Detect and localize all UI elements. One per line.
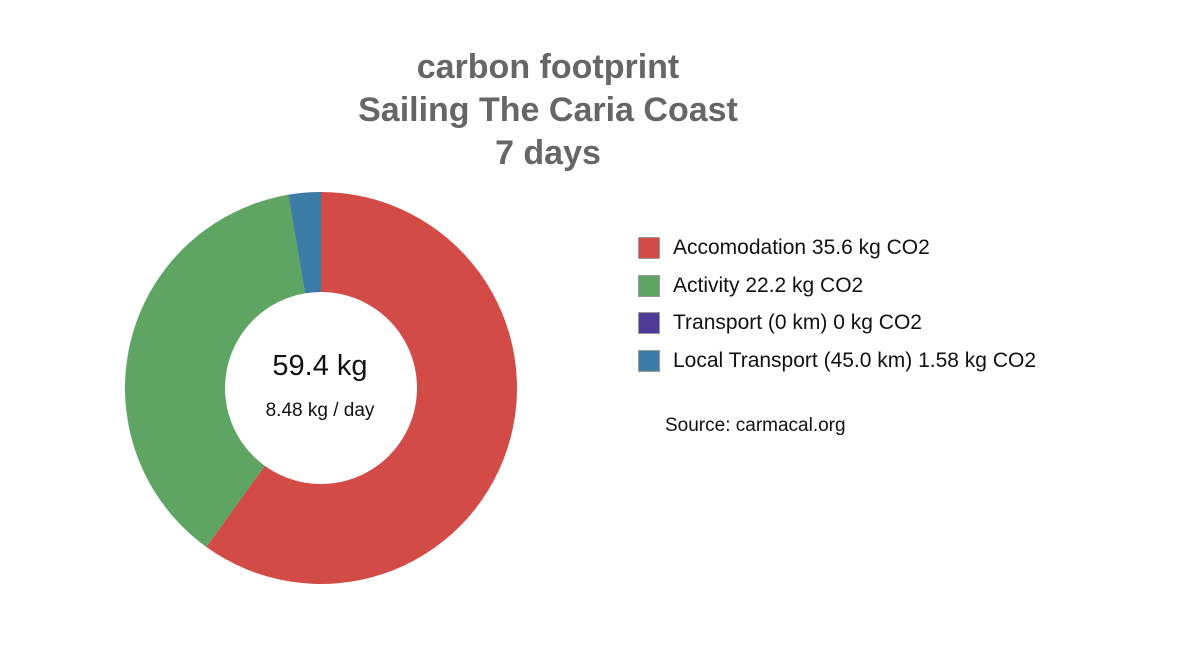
chart-title-line-2: Sailing The Caria Coast	[358, 91, 738, 129]
legend-swatch-accomodation	[638, 237, 660, 259]
legend-item-activity: Activity 22.2 kg CO2	[638, 274, 1036, 298]
donut-slice-accomodation	[206, 192, 518, 584]
legend-item-local-transport: Local Transport (45.0 km) 1.58 kg CO2	[638, 349, 1036, 373]
chart-title-line-1: carbon footprint	[416, 48, 680, 86]
legend-swatch-transport	[638, 312, 660, 334]
legend-item-accomodation: Accomodation 35.6 kg CO2	[638, 236, 1036, 260]
legend-swatch-activity	[638, 274, 660, 297]
legend-swatch-local-transport	[638, 349, 660, 372]
chart-legend: Accomodation 35.6 kg CO2 Activity 22.2 k…	[638, 236, 1036, 386]
legend-label-local-transport: Local Transport (45.0 km) 1.58 kg CO2	[673, 348, 1036, 372]
chart-title-line-3: 7 days	[495, 134, 601, 172]
source-note: Source: carmacal.org	[665, 415, 846, 436]
legend-label-activity: Activity 22.2 kg CO2	[673, 273, 864, 297]
legend-item-transport: Transport (0 km) 0 kg CO2	[638, 311, 1036, 335]
donut-slice-local-transport-45-0-km	[288, 192, 321, 294]
donut-center-per-day: 8.48 kg / day	[265, 400, 375, 421]
legend-label-transport: Transport (0 km) 0 kg CO2	[673, 311, 922, 334]
donut-slice-activity	[125, 194, 306, 547]
legend-label-accomodation: Accomodation 35.6 kg CO2	[673, 236, 930, 259]
donut-center-total: 59.4 kg	[272, 350, 368, 382]
chart-title: carbon footprint Sailing The Caria Coast…	[248, 46, 848, 175]
